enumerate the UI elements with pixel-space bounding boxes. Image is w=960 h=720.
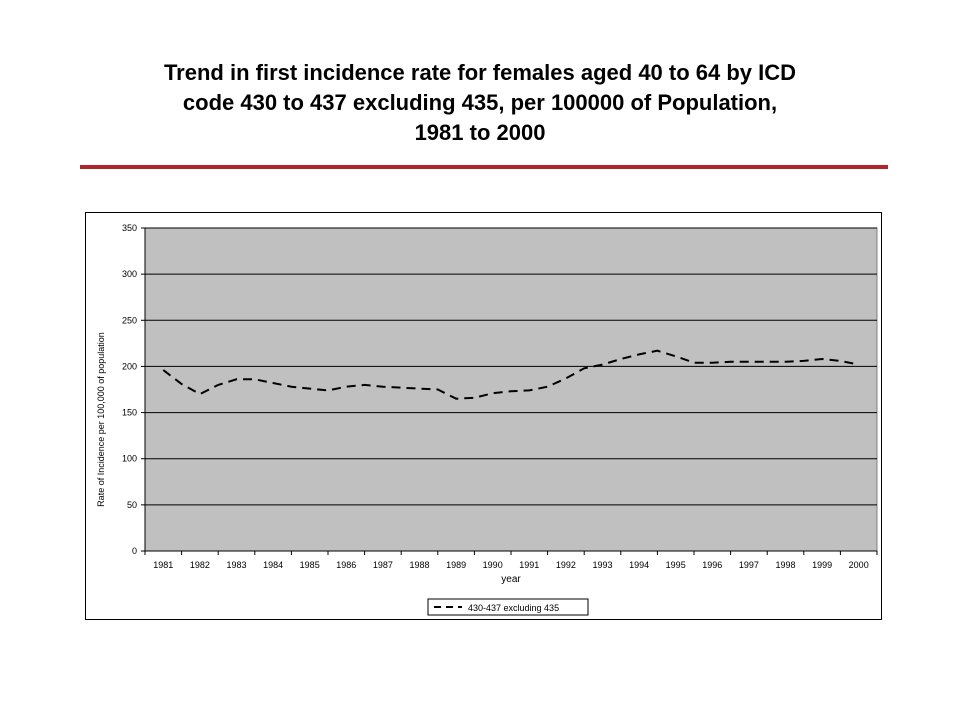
- x-tick-label: 1988: [409, 560, 429, 570]
- x-tick-label: 1998: [775, 560, 795, 570]
- x-tick-label: 1983: [226, 560, 246, 570]
- y-tick-label: 150: [122, 408, 137, 418]
- x-tick-label: 1981: [153, 560, 173, 570]
- x-tick-label: 1993: [592, 560, 612, 570]
- x-axis-label: year: [501, 574, 521, 585]
- x-tick-label: 1986: [336, 560, 356, 570]
- page-title: Trend in first incidence rate for female…: [60, 58, 900, 148]
- y-tick-label: 250: [122, 315, 137, 325]
- line-chart: 0 50 100 150 200 250 300 350 1981 1982 1983 1984 198…: [96, 223, 878, 616]
- title-line-2: code 430 to 437 excluding 435, per 10000…: [182, 90, 778, 115]
- x-tick-label: 1982: [190, 560, 210, 570]
- title-line-3: 1981 to 2000: [414, 120, 546, 145]
- x-tick-label: 2000: [849, 560, 869, 570]
- x-tick-label: 1995: [666, 560, 686, 570]
- chart-frame: 0 50 100 150 200 250 300 350 1981 1982 1983 1984 198…: [85, 212, 882, 620]
- x-tick-label: 1984: [263, 560, 283, 570]
- x-tick-label: 1989: [446, 560, 466, 570]
- x-tick-label: 1996: [702, 560, 722, 570]
- legend-box: [427, 598, 589, 616]
- y-tick-label: 300: [122, 269, 137, 279]
- x-tick-label: 1999: [812, 560, 832, 570]
- title-divider: [80, 165, 888, 169]
- series-line-430-437: [162, 349, 859, 400]
- x-tick-label: 1985: [300, 560, 320, 570]
- legend-label: 430-437 excluding 435: [468, 603, 559, 613]
- x-tick-label: 1990: [483, 560, 503, 570]
- y-tick-label: 0: [132, 546, 137, 556]
- y-tick-label: 50: [127, 500, 137, 510]
- x-tick-label: 1992: [556, 560, 576, 570]
- x-tick-label: 1991: [519, 560, 539, 570]
- y-axis-label: Rate of Incidence per 100,000 of populat…: [96, 332, 106, 507]
- y-tick-label: 200: [122, 361, 137, 371]
- title-line-1: Trend in first incidence rate for female…: [163, 60, 797, 85]
- x-tick-label: 1987: [373, 560, 393, 570]
- x-tick-label: 1997: [739, 560, 759, 570]
- y-tick-label: 100: [122, 454, 137, 464]
- x-tick-label: 1994: [629, 560, 649, 570]
- plot-area: [144, 227, 878, 552]
- y-tick-label: 350: [122, 223, 137, 233]
